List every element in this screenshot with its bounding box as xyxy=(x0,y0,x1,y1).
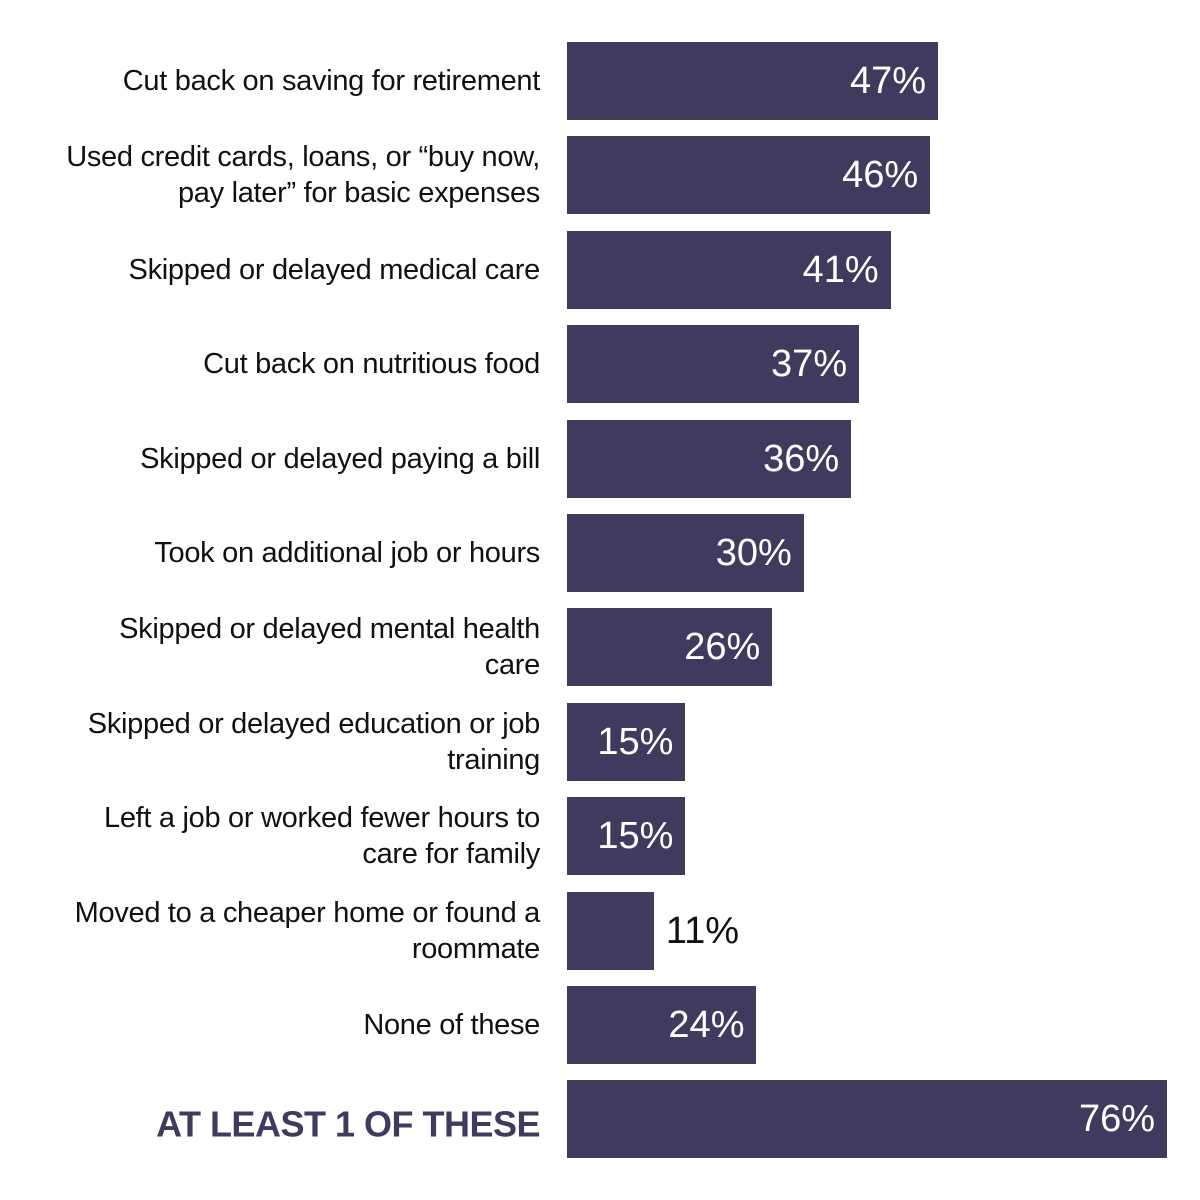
category-label: Skipped or delayed mental health care xyxy=(119,613,540,682)
value-label: 30% xyxy=(715,532,792,574)
category-label: Skipped or delayed medical care xyxy=(128,253,541,286)
value-label: 15% xyxy=(597,815,674,858)
bar xyxy=(567,514,804,592)
bar xyxy=(567,1080,1167,1159)
bar xyxy=(567,797,686,876)
value-label: 24% xyxy=(668,1004,745,1046)
bar xyxy=(567,608,773,687)
value-label: 46% xyxy=(842,154,919,197)
bar xyxy=(567,986,757,1064)
category-label: Skipped or delayed paying a bill xyxy=(140,442,540,475)
bar xyxy=(567,702,686,781)
value-label: 26% xyxy=(684,626,761,669)
category-label: Moved to a cheaper home or found a roomm… xyxy=(74,896,541,965)
value-label: 47% xyxy=(850,60,927,102)
category-label: Skipped or delayed education or job trai… xyxy=(87,707,541,776)
bar xyxy=(567,891,654,970)
category-label: Took on additional job or hours xyxy=(154,537,540,569)
value-label: 36% xyxy=(763,437,840,480)
value-label: 76% xyxy=(1078,1098,1155,1141)
category-label: Left a job or worked fewer hours to care… xyxy=(103,802,540,871)
bar xyxy=(567,136,931,215)
bar xyxy=(567,419,852,498)
bar xyxy=(567,325,860,404)
total-label: AT LEAST 1 OF THESE xyxy=(156,1103,540,1145)
category-label: None of these xyxy=(363,1009,540,1041)
bar xyxy=(567,230,891,309)
bar xyxy=(567,42,939,120)
value-label: 11% xyxy=(665,909,740,952)
category-label: Used credit cards, loans, or “buy now, p… xyxy=(66,141,540,210)
category-label: Cut back on nutritious food xyxy=(203,348,540,381)
value-label: 41% xyxy=(802,248,879,291)
category-label: Cut back on saving for retirement xyxy=(122,65,541,97)
value-label: 37% xyxy=(771,343,848,386)
value-label: 15% xyxy=(597,720,674,763)
